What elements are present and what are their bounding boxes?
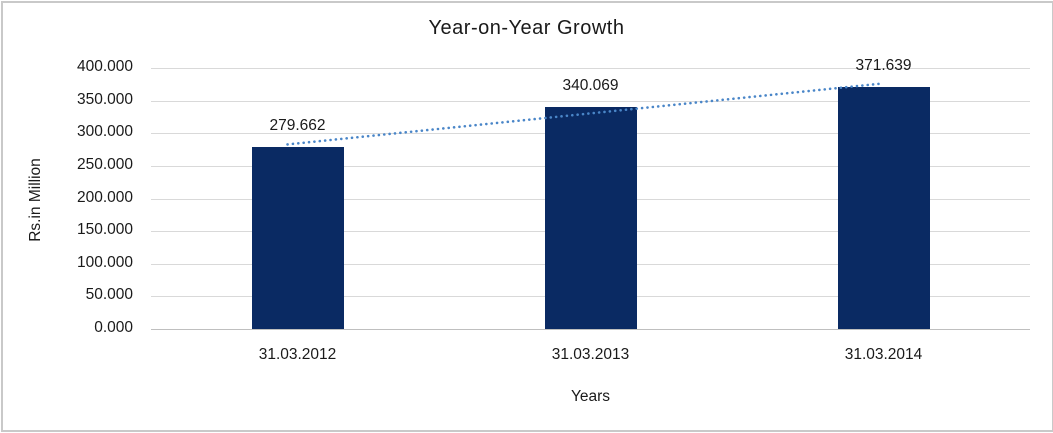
x-tick-label: 31.03.2014 — [844, 346, 923, 363]
x-tick-label: 31.03.2012 — [258, 346, 337, 363]
bar-data-label: 371.639 — [855, 56, 912, 74]
bar-data-label: 279.662 — [269, 116, 326, 134]
y-tick-label: 400.000 — [76, 58, 133, 75]
y-tick-label: 350.000 — [76, 91, 133, 108]
bar-data-label: 340.069 — [562, 77, 619, 95]
gridline — [151, 68, 1030, 69]
bar-31.03.2014 — [837, 86, 930, 329]
y-tick-label: 50.000 — [85, 286, 133, 303]
x-axis-line — [151, 329, 1030, 330]
x-tick-label: 31.03.2013 — [551, 346, 630, 363]
x-axis-title: Years — [570, 388, 611, 405]
y-tick-label: 250.000 — [76, 156, 133, 173]
y-tick-label: 300.000 — [76, 123, 133, 140]
chart-title: Year-on-Year Growth — [428, 17, 625, 39]
y-tick-label: 200.000 — [76, 189, 133, 206]
y-tick-label: 100.000 — [76, 254, 133, 271]
bar-31.03.2012 — [251, 146, 344, 329]
y-tick-label: 0.000 — [94, 319, 133, 336]
bar-31.03.2013 — [544, 107, 637, 329]
y-tick-label: 150.000 — [76, 221, 133, 238]
